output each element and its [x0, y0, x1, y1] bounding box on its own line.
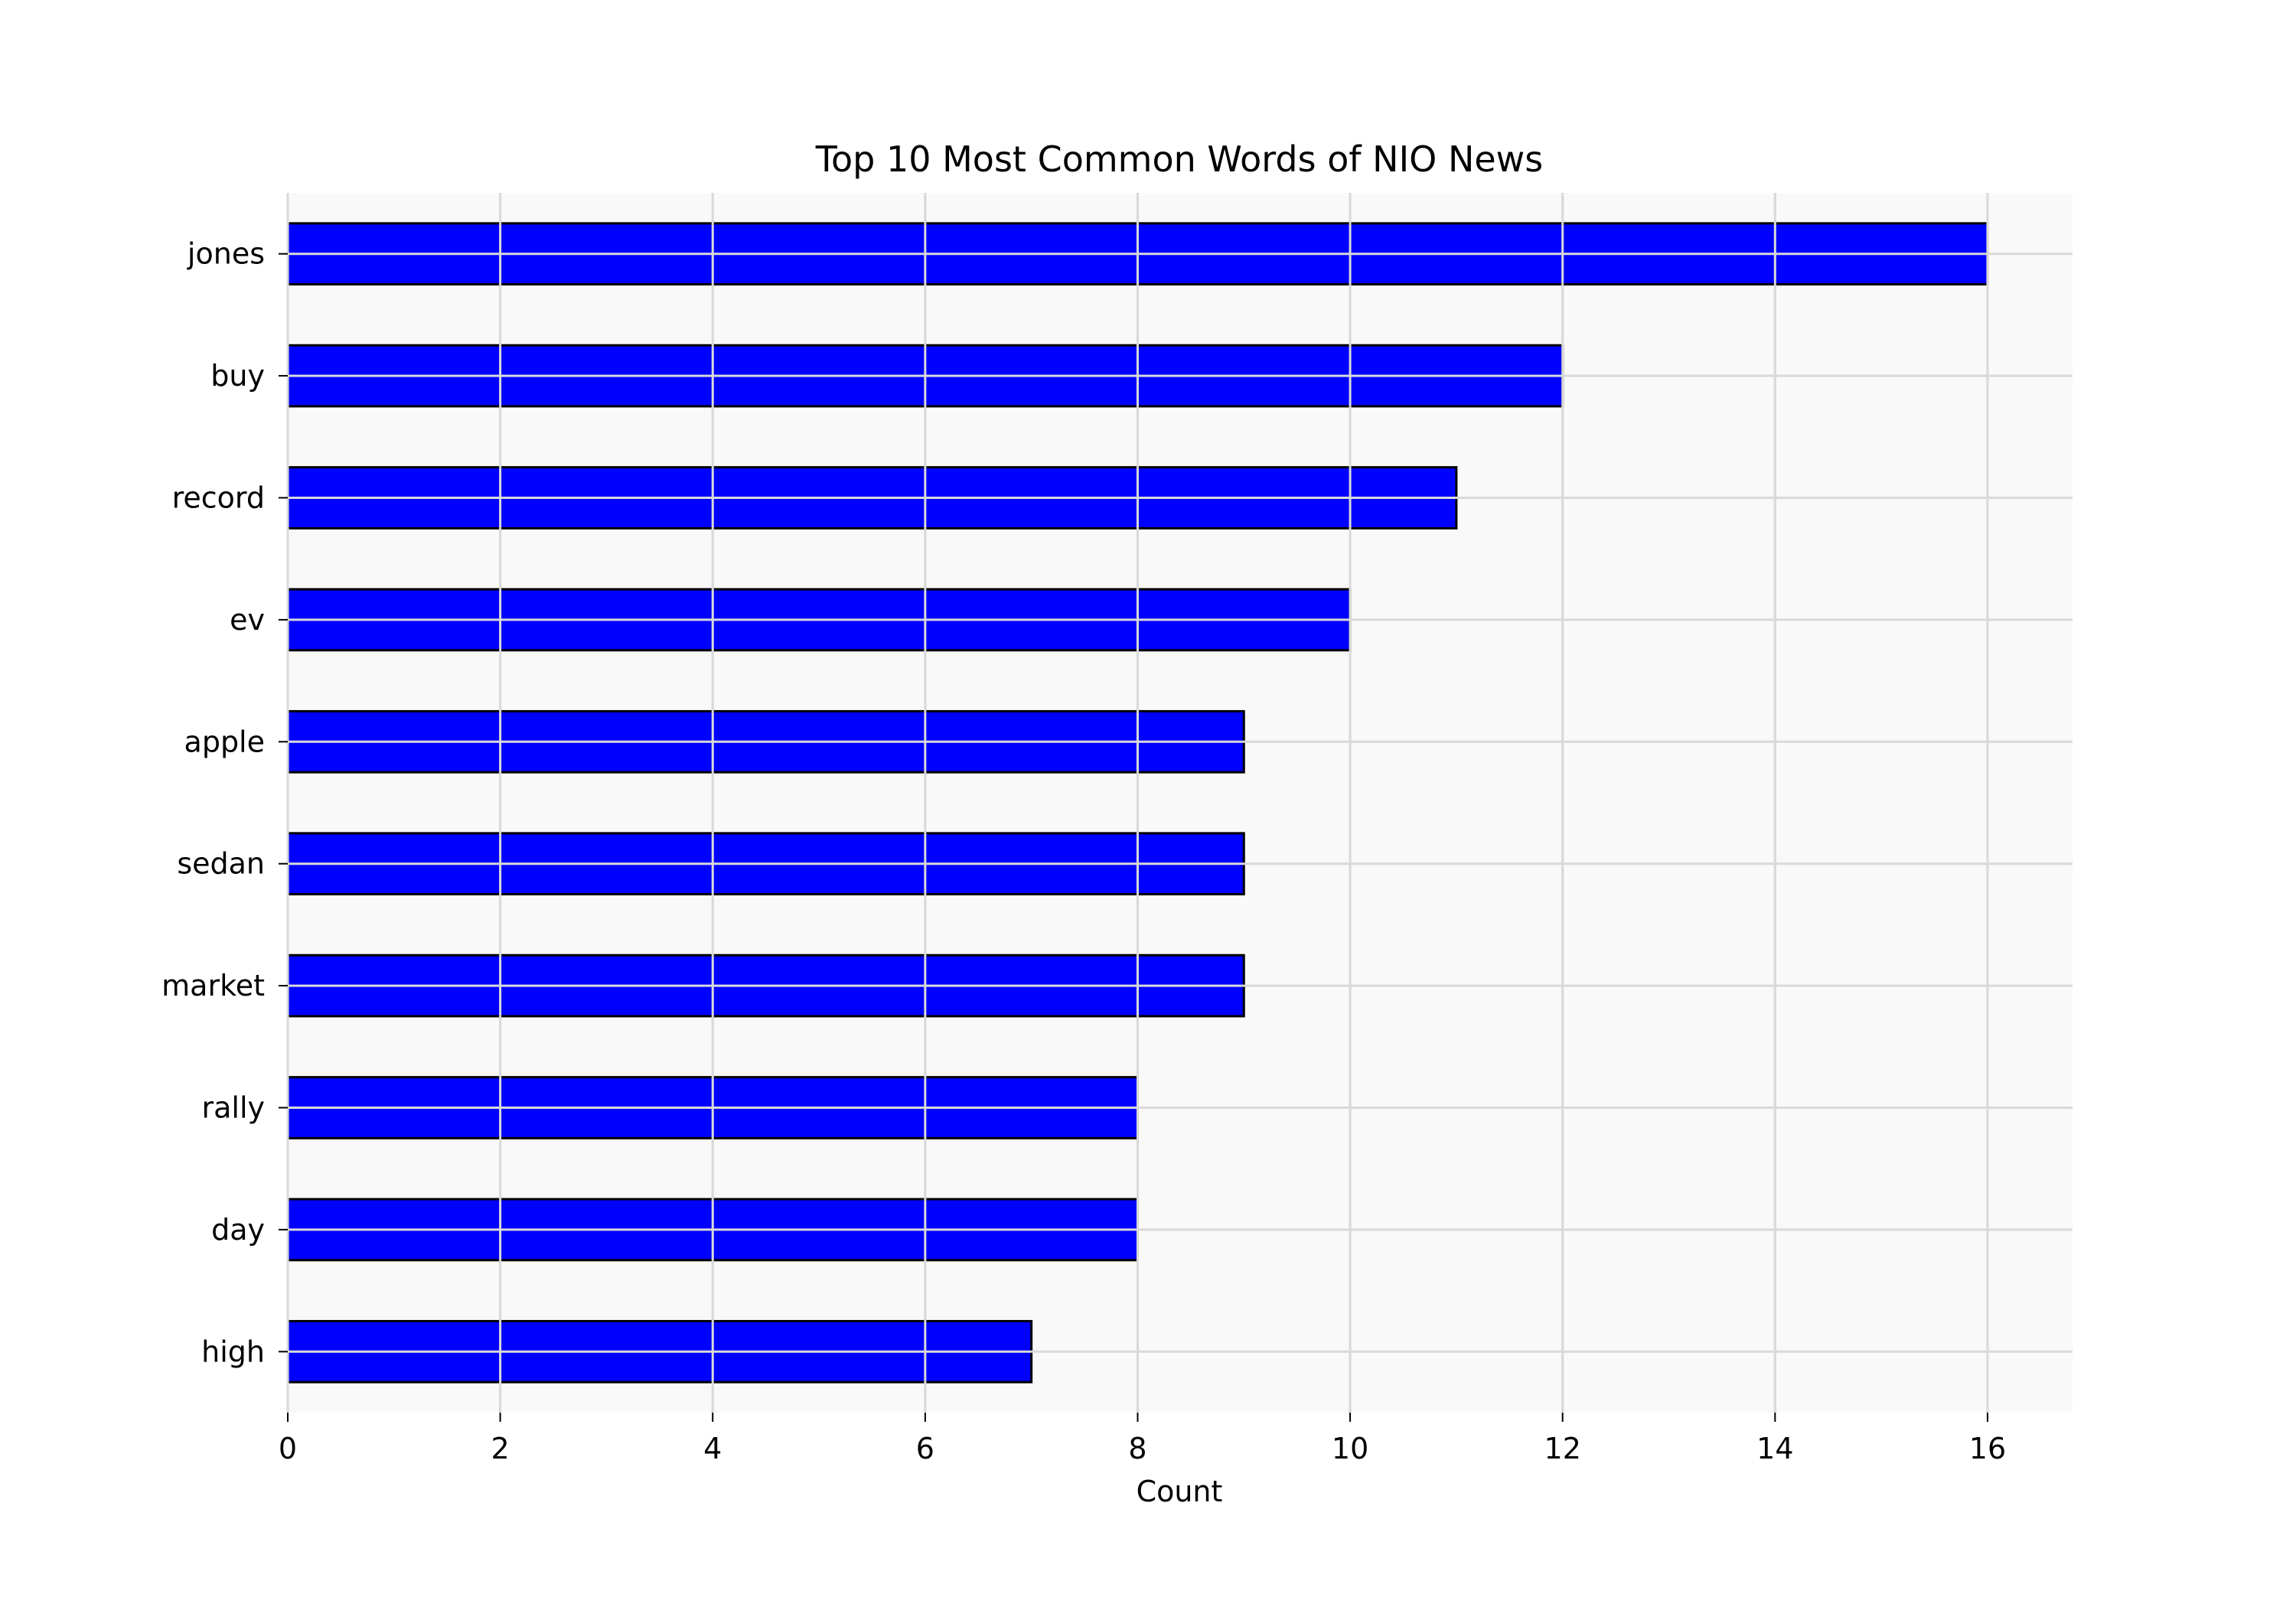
y-axis: jones buy record ev apple sedan market rally day… — [161, 237, 288, 1368]
x-tick-label: 10 — [1332, 1432, 1368, 1465]
x-tick-label: 6 — [916, 1432, 934, 1465]
x-tick-label: 2 — [491, 1432, 510, 1465]
y-tick-label: sedan — [177, 847, 265, 881]
x-tick-label: 12 — [1544, 1432, 1581, 1465]
x-tick-label: 14 — [1756, 1432, 1793, 1465]
y-tick-label: jones — [187, 237, 265, 271]
y-tick-label: record — [172, 481, 265, 515]
x-tick-label: 0 — [279, 1432, 297, 1465]
y-tick-label: day — [211, 1213, 265, 1247]
chart-title: Top 10 Most Common Words of NIO News — [815, 139, 1544, 180]
x-tick-label: 16 — [1969, 1432, 2006, 1465]
y-tick-label: buy — [210, 359, 265, 393]
y-tick-label: high — [201, 1335, 265, 1368]
x-axis-label: Count — [1137, 1475, 1223, 1508]
x-axis: 0 2 4 6 8 10 12 14 16 — [279, 1413, 2006, 1465]
y-tick-label: ev — [230, 603, 265, 637]
y-tick-label: apple — [184, 725, 265, 758]
x-tick-label: 8 — [1128, 1432, 1146, 1465]
y-tick-label: market — [161, 969, 265, 1002]
x-tick-label: 4 — [703, 1432, 722, 1465]
horizontal-gridlines — [286, 193, 2073, 1413]
y-tick-label: rally — [201, 1091, 265, 1125]
